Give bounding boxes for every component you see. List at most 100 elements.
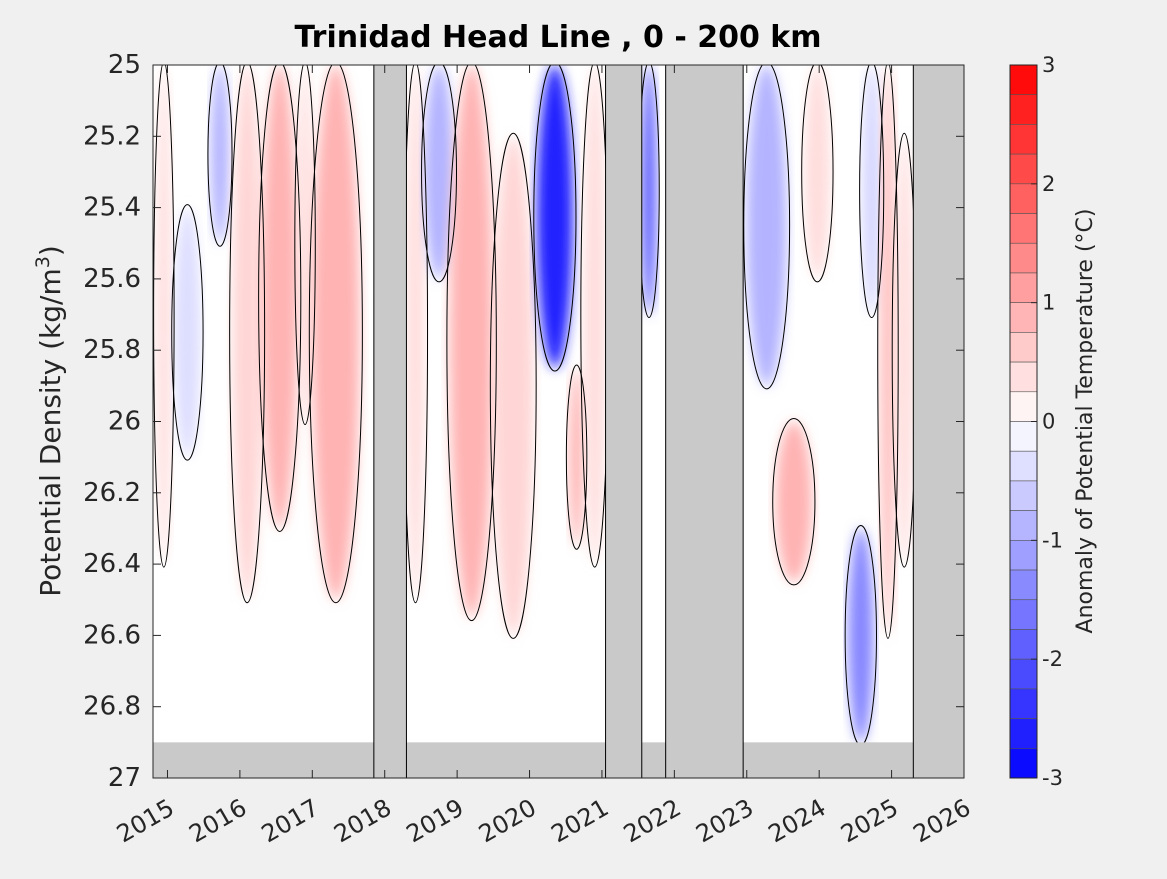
colorbar-swatch-0 [1009,64,1038,96]
colorbar-swatch-20 [1009,658,1038,690]
anomaly-patch-12 [569,368,584,547]
no-data-period-3 [912,65,964,778]
contour-line-19 [859,65,885,319]
no-data-layer [153,65,964,778]
contour-line-15 [743,65,791,390]
anomaly-patch-21 [895,136,914,565]
colorbar-swatch-9 [1009,332,1038,363]
colorbar-swatch-7 [1009,272,1038,303]
x-tick-label: 2016 [184,793,251,848]
colorbar-swatch-5 [1009,213,1038,244]
colorbar-swatch-17 [1009,569,1038,601]
x-tick-label: 2015 [112,793,179,848]
colorbar-swatch-6 [1009,242,1038,274]
x-tick-label: 2025 [836,793,903,848]
anomaly-patch-9 [449,65,494,618]
x-tick-label: 2021 [546,793,613,848]
colorbar-tick-label: 3 [1042,53,1055,77]
contour-line-8 [421,65,457,283]
anomaly-patch-8 [424,65,454,279]
y-tick-label: 25.6 [83,264,141,294]
no-data-bottom-band [153,742,964,778]
anomaly-patch-11 [536,65,573,369]
contour-line-0 [153,65,175,568]
y-tick-label: 25.4 [83,193,141,223]
anomaly-patch-0 [156,65,172,565]
anomaly-layer [156,65,914,743]
colorbar-swatch-1 [1009,94,1038,125]
colorbar-tick-label: 2 [1042,172,1055,196]
colorbar-tick-label: 1 [1042,291,1055,315]
anomaly-patch-10 [493,136,534,636]
y-tick-label: 25.2 [83,121,141,151]
y-tick-label: 26.4 [83,549,141,579]
anomaly-patch-16 [775,421,812,582]
y-axis-label-main: Potential Density (kg/m [34,268,67,597]
contour-line-17 [801,65,834,283]
y-tick-label: 25 [108,50,141,80]
colorbar-swatch-3 [1009,153,1038,185]
y-tick-label: 26.6 [83,620,141,650]
anomaly-patch-2 [210,65,230,244]
contour-line-4 [258,65,302,532]
colorbar-swatch-19 [1009,629,1038,660]
x-tick-label: 2026 [909,793,976,848]
colorbar-swatch-11 [1009,391,1038,422]
contour-line-20 [877,65,899,639]
colorbar-swatch-21 [1009,688,1038,719]
no-data-period-1 [605,65,643,778]
anomaly-patch-14 [641,65,657,315]
no-data-period-2 [665,65,744,778]
y-axis-label: Potential Density (kg/m3) [32,245,67,597]
y-axis: 25 25.2 25.4 25.6 25.8 26 26.2 26.4 26.6 26.8 27 [83,50,964,793]
anomaly-patch-5 [297,65,313,422]
contour-line-5 [294,65,316,425]
colorbar-swatch-4 [1009,183,1038,214]
x-tick-label: 2017 [257,793,324,848]
anomaly-patch-7 [406,65,425,600]
y-tick-label: 25.8 [83,335,141,365]
x-tick-label: 2019 [402,793,469,848]
contour-line-10 [489,132,537,639]
contour-line-12 [565,364,588,550]
anomaly-patch-1 [174,207,201,458]
contour-line-2 [207,65,233,247]
contour-line-11 [533,65,577,372]
y-axis-label-close: ) [34,245,67,256]
anomaly-patch-4 [261,65,298,529]
colorbar-swatch-15 [1009,510,1038,541]
anomaly-patch-15 [746,65,787,386]
colorbar-tick-label: -1 [1042,528,1063,552]
y-tick-label: 26.2 [83,478,141,508]
no-data-period-0 [373,65,407,778]
chart-title: Trinidad Head Line , 0 - 200 km [294,20,821,55]
y-tick-label: 26 [108,407,141,437]
contour-line-9 [446,65,497,621]
colorbar: 3 2 1 0 -1 -2 -3 [1009,53,1063,790]
colorbar-swatch-10 [1009,361,1038,393]
x-tick-label: 2020 [474,793,541,848]
x-tick-label: 2024 [764,793,831,848]
colorbar-tick-label: 0 [1042,410,1055,434]
anomaly-patch-6 [312,65,360,600]
anomaly-patch-13 [583,65,606,565]
contour-line-16 [772,418,816,586]
anomaly-patch-17 [804,65,831,279]
colorbar-swatch-16 [1009,540,1038,571]
colorbar-swatch-22 [1009,718,1038,749]
colorbar-swatch-14 [1009,480,1038,511]
colorbar-label: Anomaly of Potential Temperature (°C) [1073,209,1098,634]
colorbar-swatch-13 [1009,450,1038,482]
colorbar-tick-label: -2 [1042,647,1063,671]
contour-line-3 [229,65,266,604]
colorbar-swatch-2 [1009,124,1038,155]
colorbar-swatch-8 [1009,302,1038,333]
x-tick-label: 2022 [619,793,686,848]
x-tick-label: 2023 [691,793,758,848]
colorbar-swatch-23 [1009,747,1038,779]
anomaly-patch-3 [232,65,262,600]
anomaly-patch-20 [880,65,896,636]
colorbar-swatch-18 [1009,599,1038,630]
